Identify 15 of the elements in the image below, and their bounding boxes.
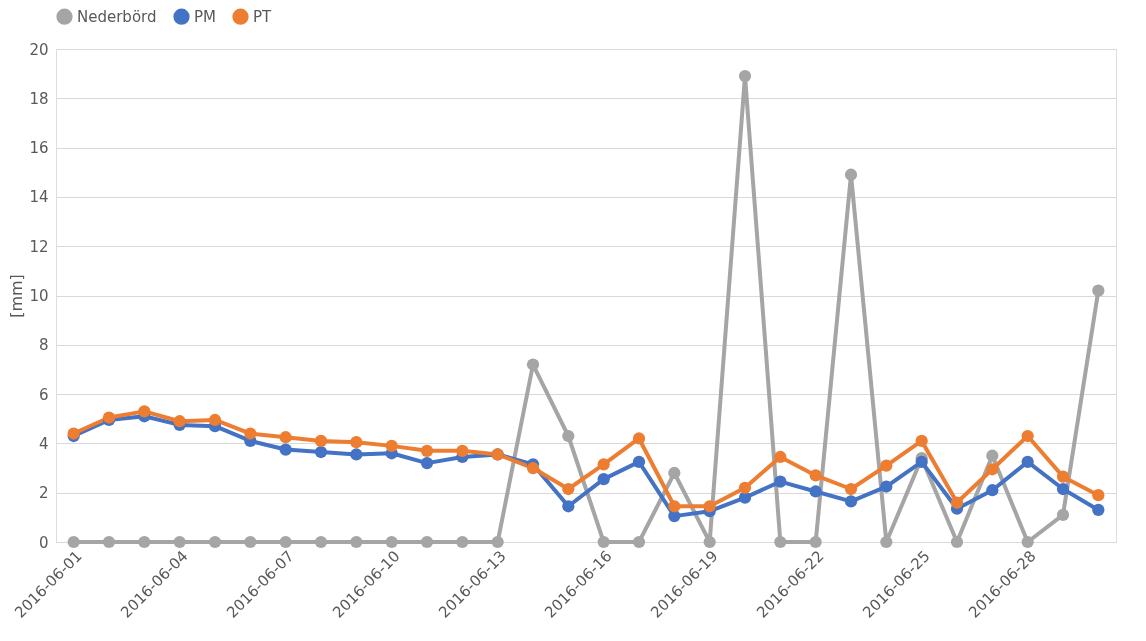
y-tick-label: 16 bbox=[29, 139, 49, 158]
y-tick-label: 14 bbox=[29, 188, 49, 207]
y-tick-label: 10 bbox=[29, 287, 49, 305]
y-axis-title: [mm] bbox=[7, 274, 27, 318]
y-tick-label: 18 bbox=[29, 89, 49, 108]
y-tick-label: 2 bbox=[38, 484, 49, 503]
y-tick-label: 6 bbox=[38, 385, 49, 404]
legend-label: Nederbörd bbox=[77, 7, 157, 26]
y-tick-label: 0 bbox=[38, 533, 49, 552]
legend-label: PT bbox=[253, 7, 273, 26]
y-tick-label: 12 bbox=[29, 237, 49, 256]
y-tick-label: 8 bbox=[38, 336, 49, 355]
y-tick-label: 20 bbox=[29, 40, 49, 59]
legend-label: PM bbox=[194, 7, 216, 26]
y-tick-label: 4 bbox=[38, 434, 49, 453]
